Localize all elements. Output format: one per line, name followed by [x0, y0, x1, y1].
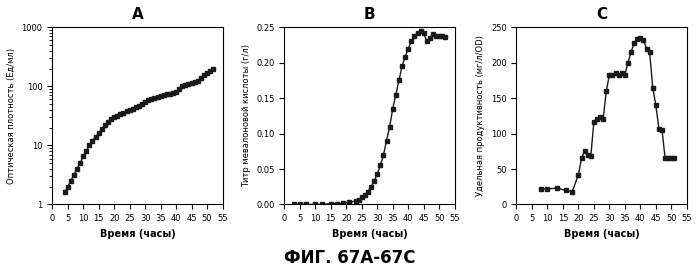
X-axis label: Время (часы): Время (часы) [99, 229, 175, 239]
Title: C: C [596, 7, 607, 22]
Y-axis label: Оптическая плотность (Ед/мл): Оптическая плотность (Ед/мл) [7, 48, 16, 184]
Text: ФИГ. 67А-67С: ФИГ. 67А-67С [284, 249, 415, 267]
X-axis label: Время (часы): Время (часы) [564, 229, 640, 239]
X-axis label: Время (часы): Время (часы) [331, 229, 408, 239]
Y-axis label: Титр мевалоновой кислоты (г/л): Титр мевалоновой кислоты (г/л) [242, 44, 251, 187]
Y-axis label: Удельная продуктивность (мг/л/OD): Удельная продуктивность (мг/л/OD) [477, 35, 485, 196]
Title: B: B [363, 7, 375, 22]
Title: A: A [131, 7, 143, 22]
